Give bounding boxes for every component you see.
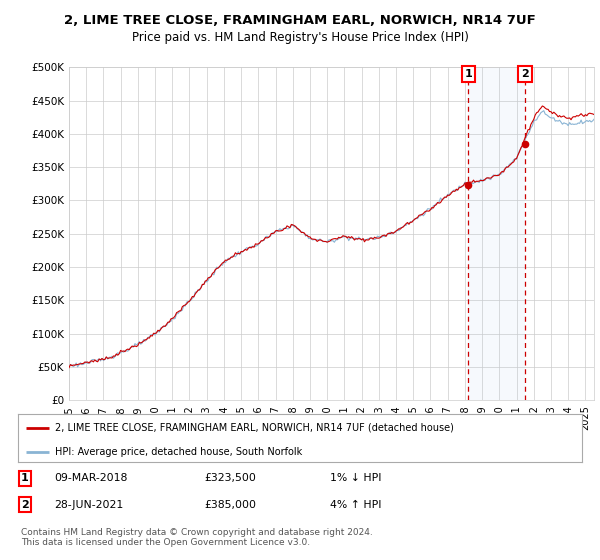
Text: 1% ↓ HPI: 1% ↓ HPI bbox=[330, 473, 382, 483]
Bar bbox=[468, 67, 525, 400]
Text: 2: 2 bbox=[521, 69, 529, 79]
Text: 2, LIME TREE CLOSE, FRAMINGHAM EARL, NORWICH, NR14 7UF: 2, LIME TREE CLOSE, FRAMINGHAM EARL, NOR… bbox=[64, 14, 536, 27]
Text: 2: 2 bbox=[21, 500, 29, 510]
Text: 28-JUN-2021: 28-JUN-2021 bbox=[54, 500, 123, 510]
Text: 1: 1 bbox=[21, 473, 29, 483]
Text: Price paid vs. HM Land Registry's House Price Index (HPI): Price paid vs. HM Land Registry's House … bbox=[131, 31, 469, 44]
Text: HPI: Average price, detached house, South Norfolk: HPI: Average price, detached house, Sout… bbox=[55, 446, 302, 456]
Text: 4% ↑ HPI: 4% ↑ HPI bbox=[330, 500, 382, 510]
Text: £323,500: £323,500 bbox=[204, 473, 256, 483]
Text: 1: 1 bbox=[464, 69, 472, 79]
Text: £385,000: £385,000 bbox=[204, 500, 256, 510]
Text: 2, LIME TREE CLOSE, FRAMINGHAM EARL, NORWICH, NR14 7UF (detached house): 2, LIME TREE CLOSE, FRAMINGHAM EARL, NOR… bbox=[55, 423, 454, 433]
Text: 09-MAR-2018: 09-MAR-2018 bbox=[54, 473, 127, 483]
Text: Contains HM Land Registry data © Crown copyright and database right 2024.
This d: Contains HM Land Registry data © Crown c… bbox=[21, 528, 373, 547]
